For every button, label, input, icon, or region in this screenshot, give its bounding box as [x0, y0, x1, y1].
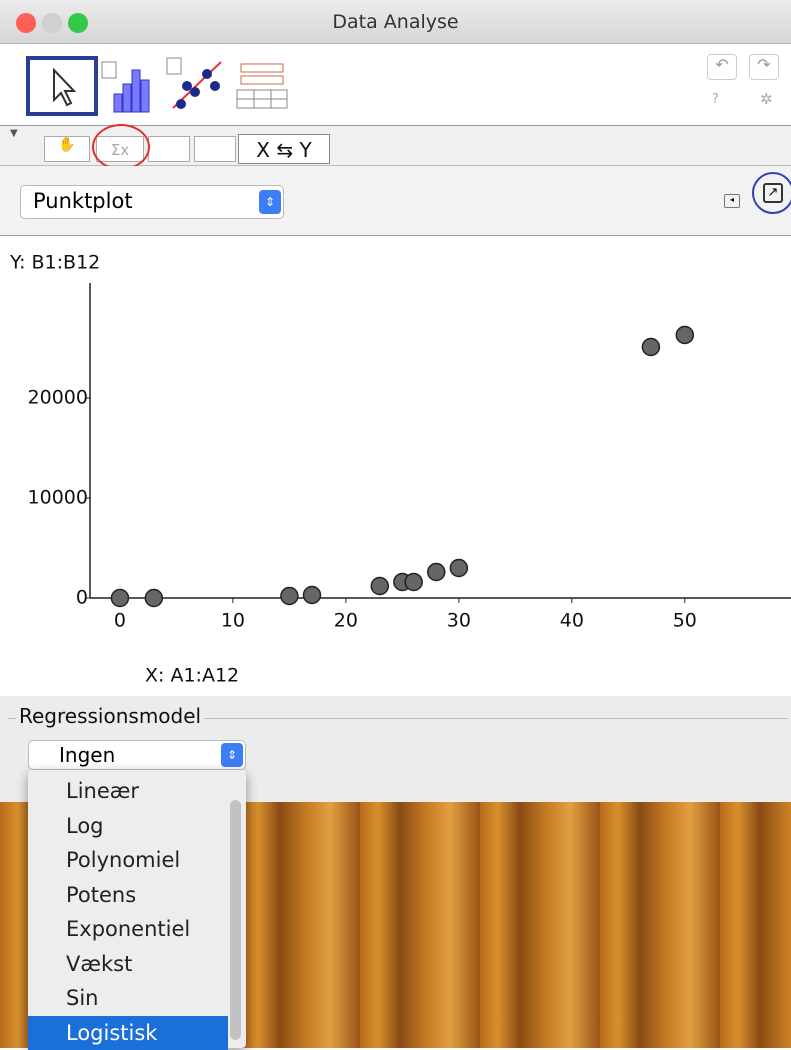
table-tool[interactable] — [235, 60, 291, 112]
x-tick-label: 10 — [221, 610, 245, 632]
y-tick-label: 20000 — [28, 387, 88, 409]
plot-type-select[interactable]: Punktplot — [20, 185, 284, 219]
annotation-circle — [92, 124, 150, 170]
settings-icon[interactable]: ✲ — [760, 90, 773, 108]
x-tick-label: 40 — [560, 610, 584, 632]
undo-button[interactable]: ↶ — [707, 54, 737, 80]
plot-type-row: Punktplot ⇕ ◂ ↗ — [0, 166, 791, 236]
menu-item[interactable]: Potens — [66, 882, 137, 907]
x-tick-label: 30 — [447, 610, 471, 632]
scatter-tool[interactable] — [165, 56, 225, 116]
redo-button[interactable]: ↷ — [749, 54, 779, 80]
scrollbar — [230, 800, 241, 1040]
scatter-chart: Y: B1:B12 X: A1:A12 0 10000 20000 0 10 20 30 40… — [9, 252, 791, 687]
move-tool[interactable] — [26, 56, 98, 116]
y-tick-label: 10000 — [28, 487, 88, 509]
export-button[interactable]: ↗ — [763, 183, 783, 203]
close-button[interactable] — [16, 13, 36, 33]
toolbar: ↶ ↷ ? ✲ — [0, 44, 791, 126]
layout-button[interactable] — [194, 136, 236, 162]
x-axis-label: X: A1:A12 — [145, 665, 239, 687]
group-border — [8, 718, 788, 719]
help-icon[interactable]: ? — [712, 92, 719, 107]
x-tick-label: 0 — [114, 610, 126, 632]
menu-item[interactable]: Lineær — [66, 779, 140, 803]
point — [641, 337, 661, 357]
minimize-button[interactable] — [42, 13, 62, 33]
y-tick-label: 0 — [76, 587, 88, 609]
point — [110, 588, 130, 608]
point — [404, 572, 423, 592]
collapse-arrow[interactable]: ▼ — [10, 128, 18, 139]
point — [370, 576, 390, 596]
title-bar: Data Analyse — [0, 0, 791, 44]
menu-item[interactable]: Polynomiel — [66, 848, 181, 872]
menu-item[interactable]: Vækst — [66, 951, 133, 976]
data-button[interactable] — [148, 136, 190, 162]
select-arrows: ⇕ — [259, 190, 281, 214]
menu-item[interactable]: Logistisk — [28, 1015, 228, 1050]
menu-item[interactable]: Exponentiel — [66, 917, 191, 941]
sub-toolbar: ▼ ✋ Σx X ⇆ Y — [0, 124, 791, 170]
y-axis-label: Y: B1:B12 — [9, 252, 100, 274]
menu-item[interactable]: Log — [66, 813, 104, 838]
regression-select[interactable]: Ingen — [28, 740, 246, 770]
menu-item[interactable]: Sin — [66, 986, 99, 1010]
select-arrows: ⇕ — [221, 743, 243, 767]
hand-button[interactable]: ✋ — [44, 136, 90, 162]
x-tick-label: 20 — [334, 610, 358, 632]
regression-label: Regressionsmodel — [16, 704, 205, 728]
point — [427, 562, 446, 582]
point — [280, 586, 299, 606]
zoom-button[interactable] — [68, 13, 88, 33]
point — [144, 588, 164, 608]
regression-menu: Lineær Log Polynomiel Potens Exponentiel Væks… — [28, 770, 246, 1050]
point — [675, 325, 695, 345]
point — [449, 558, 469, 578]
cursor-icon — [53, 67, 77, 107]
collapse-button[interactable]: ◂ — [724, 194, 740, 208]
x-tick-label: 50 — [673, 610, 697, 632]
point — [302, 585, 322, 605]
swap-xy-button[interactable]: X ⇆ Y — [238, 134, 330, 164]
window-title: Data Analyse — [332, 11, 459, 33]
histogram-tool[interactable] — [100, 60, 156, 116]
annotation-circle — [752, 172, 791, 214]
